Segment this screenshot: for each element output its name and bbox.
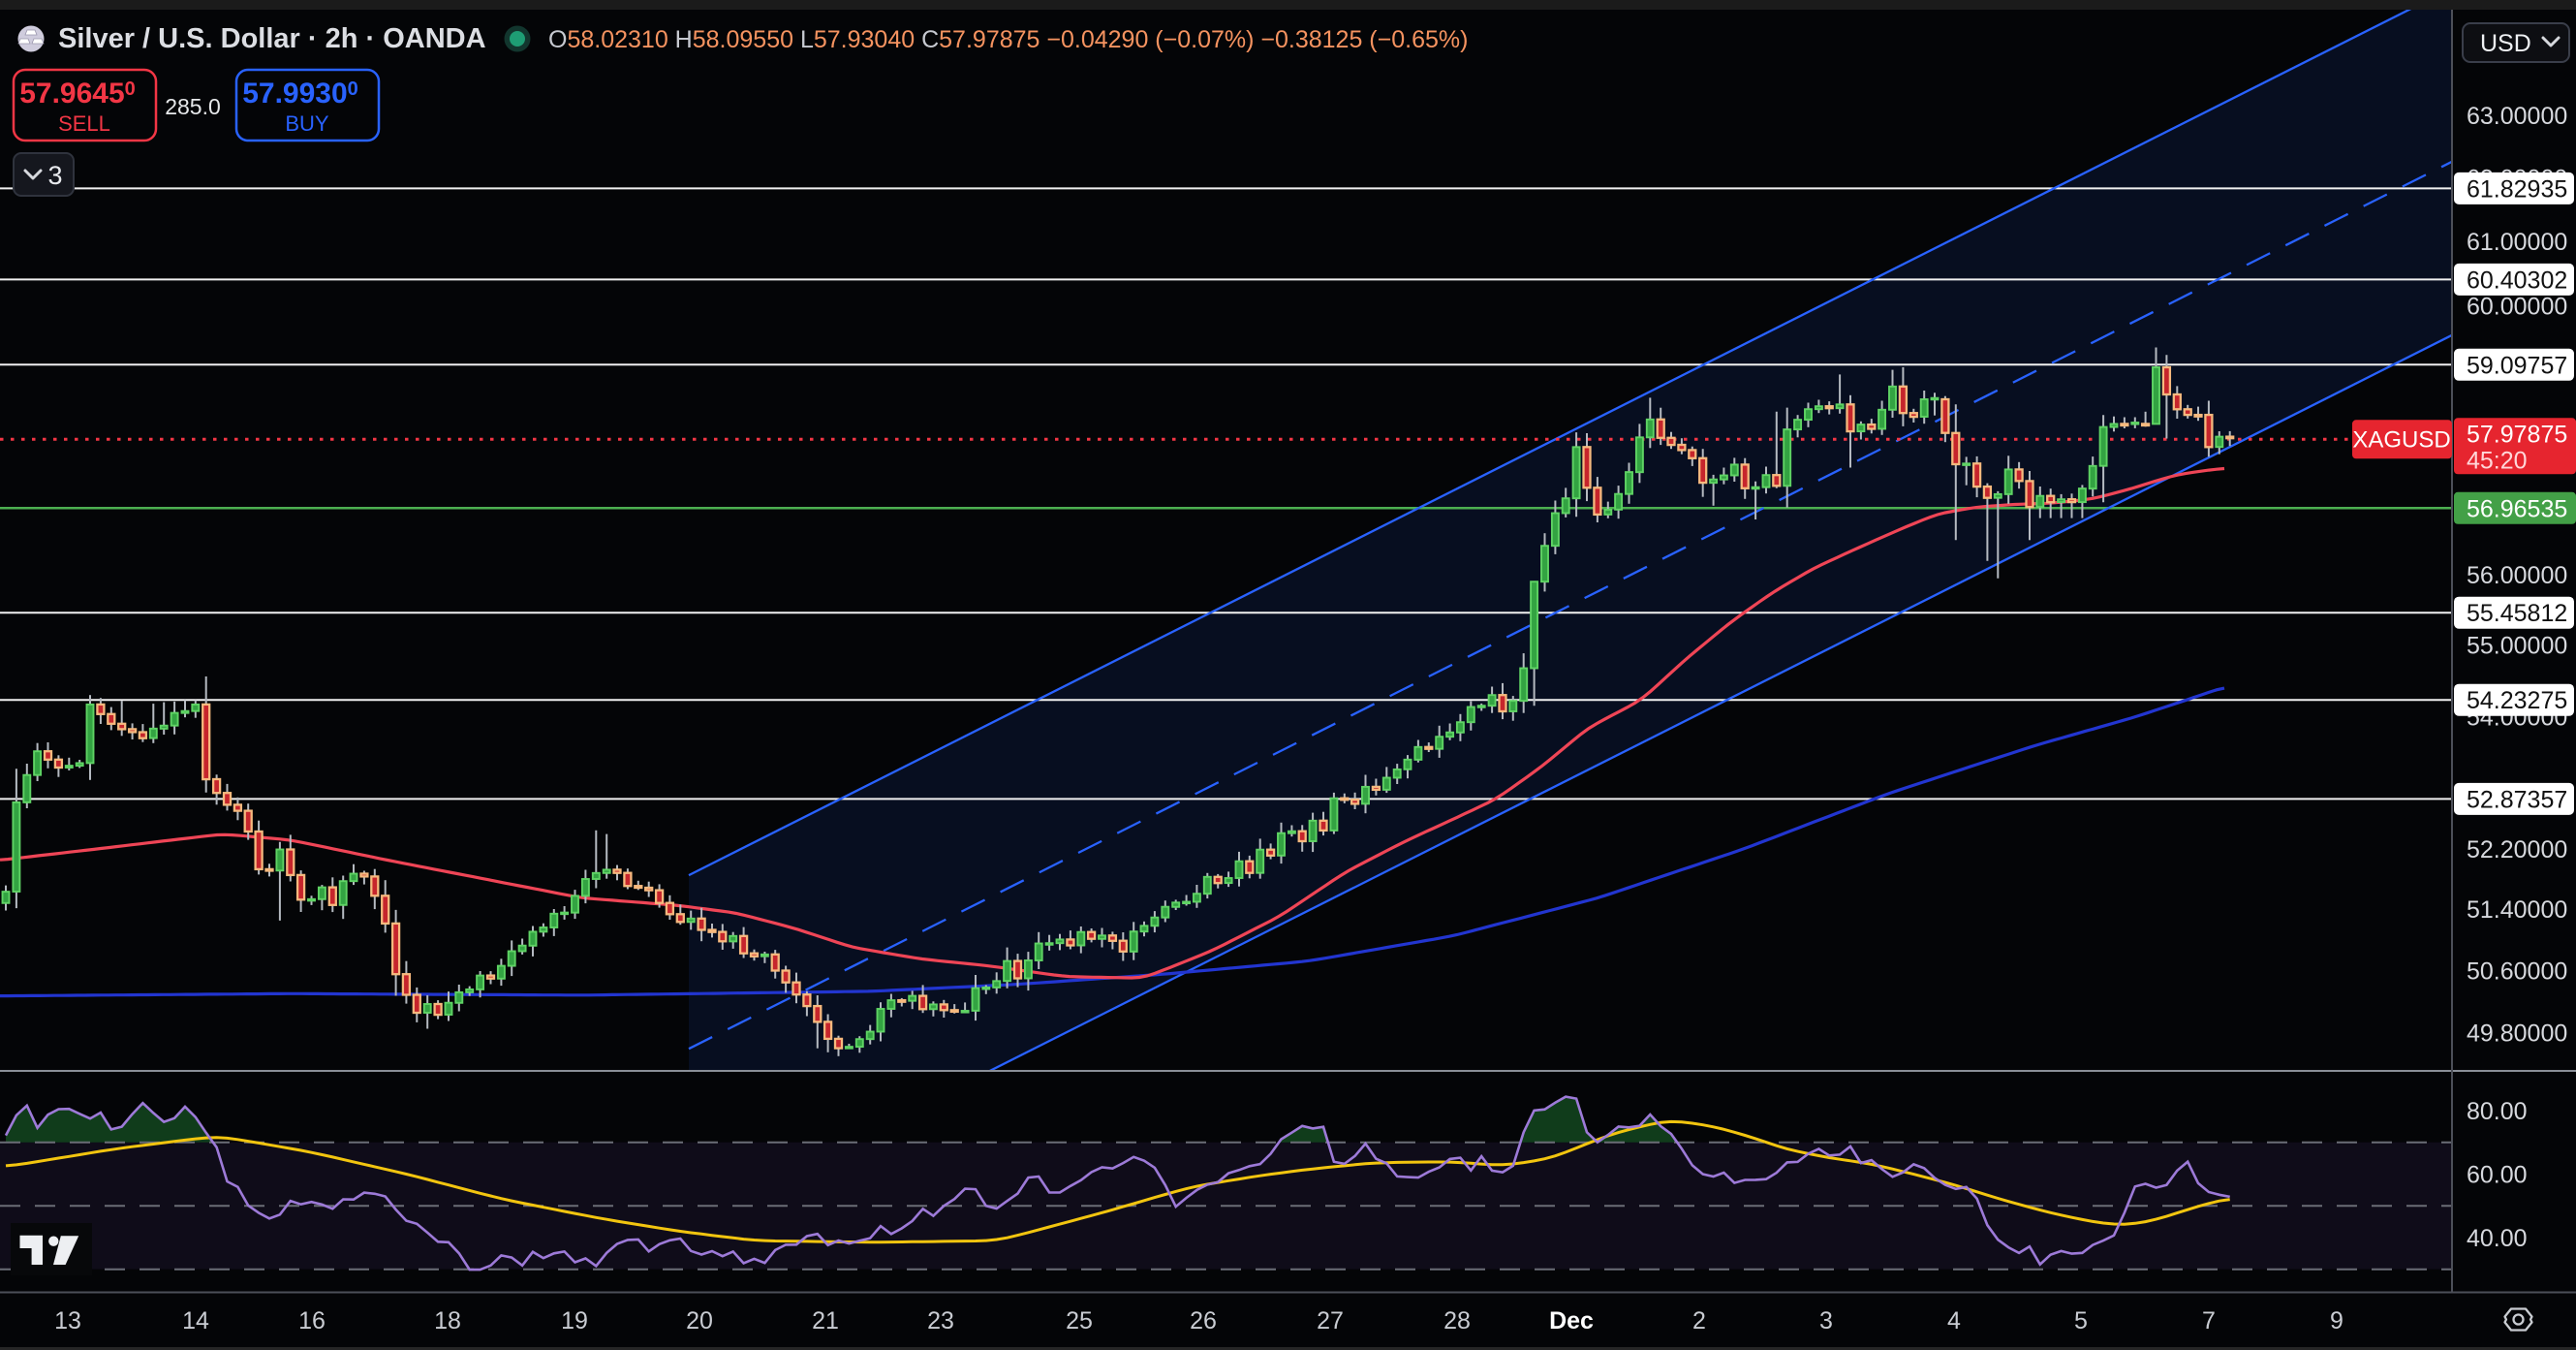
svg-text:45:20: 45:20 xyxy=(2467,447,2528,474)
svg-text:52.20000: 52.20000 xyxy=(2467,836,2567,863)
svg-text:57.99300: 57.99300 xyxy=(242,78,358,110)
svg-text:61.00000: 61.00000 xyxy=(2467,229,2567,256)
svg-text:21: 21 xyxy=(812,1307,839,1334)
svg-text:4: 4 xyxy=(1947,1307,1961,1334)
svg-text:7: 7 xyxy=(2202,1307,2216,1334)
svg-text:18: 18 xyxy=(434,1307,461,1334)
svg-text:52.87357: 52.87357 xyxy=(2467,786,2567,813)
svg-text:26: 26 xyxy=(1190,1307,1217,1334)
svg-text:25: 25 xyxy=(1066,1307,1093,1334)
svg-text:XAGUSD: XAGUSD xyxy=(2352,426,2450,453)
svg-text:54.23275: 54.23275 xyxy=(2467,687,2567,714)
svg-text:19: 19 xyxy=(561,1307,588,1334)
svg-text:60.40302: 60.40302 xyxy=(2467,267,2567,294)
svg-text:20: 20 xyxy=(686,1307,713,1334)
svg-text:59.09757: 59.09757 xyxy=(2467,352,2567,379)
svg-text:9: 9 xyxy=(2330,1307,2343,1334)
svg-text:Silver / U.S. Dollar · 2h · OA: Silver / U.S. Dollar · 2h · OANDA xyxy=(58,23,486,54)
svg-text:60.00: 60.00 xyxy=(2467,1162,2528,1189)
svg-text:13: 13 xyxy=(54,1307,81,1334)
svg-text:Dec: Dec xyxy=(1549,1307,1594,1334)
svg-text:50.60000: 50.60000 xyxy=(2467,958,2567,985)
svg-text:16: 16 xyxy=(298,1307,326,1334)
svg-text:55.45812: 55.45812 xyxy=(2467,600,2567,627)
svg-text:80.00: 80.00 xyxy=(2467,1098,2528,1125)
svg-text:60.00000: 60.00000 xyxy=(2467,293,2567,320)
svg-text:USD: USD xyxy=(2480,30,2531,57)
svg-text:14: 14 xyxy=(182,1307,209,1334)
svg-text:40.00: 40.00 xyxy=(2467,1225,2528,1252)
svg-text:3: 3 xyxy=(1819,1307,1833,1334)
svg-text:56.00000: 56.00000 xyxy=(2467,562,2567,589)
svg-text:285.0: 285.0 xyxy=(165,94,221,119)
svg-text:49.80000: 49.80000 xyxy=(2467,1020,2567,1048)
svg-text:23: 23 xyxy=(927,1307,954,1334)
svg-text:BUY: BUY xyxy=(285,111,329,136)
svg-text:SELL: SELL xyxy=(58,111,110,136)
svg-text:28: 28 xyxy=(1443,1307,1471,1334)
svg-text:3: 3 xyxy=(47,161,62,190)
svg-text:O58.02310 H58.09550 L57.93040: O58.02310 H58.09550 L57.93040 C57.97875 … xyxy=(548,26,1468,53)
svg-text:57.96450: 57.96450 xyxy=(19,78,136,110)
svg-text:57.97875: 57.97875 xyxy=(2467,421,2567,448)
svg-text:51.40000: 51.40000 xyxy=(2467,896,2567,924)
svg-text:61.82935: 61.82935 xyxy=(2467,175,2567,203)
svg-text:5: 5 xyxy=(2074,1307,2088,1334)
svg-text:55.00000: 55.00000 xyxy=(2467,633,2567,660)
svg-text:2: 2 xyxy=(1692,1307,1706,1334)
svg-text:56.96535: 56.96535 xyxy=(2467,495,2567,522)
svg-text:27: 27 xyxy=(1317,1307,1344,1334)
svg-text:63.00000: 63.00000 xyxy=(2467,103,2567,130)
